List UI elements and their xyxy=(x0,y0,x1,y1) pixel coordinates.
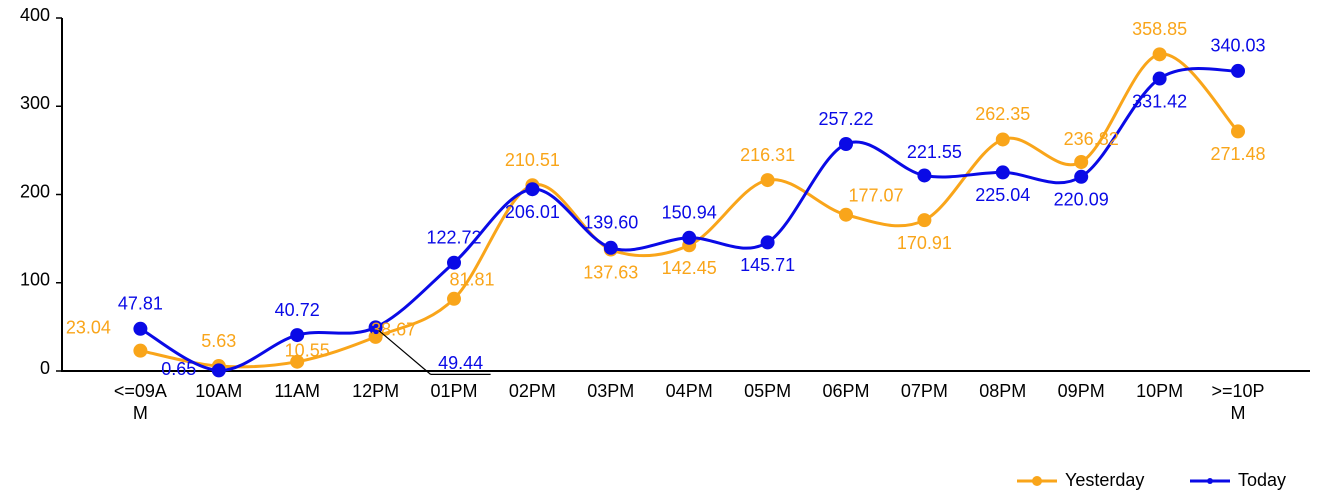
data-label: 38.67 xyxy=(371,320,416,340)
data-label: 331.42 xyxy=(1132,91,1187,111)
data-label: 23.04 xyxy=(66,317,111,337)
x-tick-label-box: 08PM xyxy=(979,381,1027,401)
x-tick-label: 09PM xyxy=(1057,381,1105,401)
data-label: 142.45 xyxy=(662,258,717,278)
data-label: 40.72 xyxy=(275,300,320,320)
x-tick-label-box: 12PM xyxy=(352,381,400,401)
x-tick-label-box: >=10PM xyxy=(1211,381,1265,423)
point xyxy=(447,255,461,270)
x-tick-label-box: 07PM xyxy=(900,381,948,401)
x-tick-label-box: <=09AM xyxy=(113,381,167,423)
point xyxy=(995,165,1010,180)
data-label: 358.85 xyxy=(1132,19,1187,39)
x-tick-label-box: 11AM xyxy=(274,381,321,401)
x-tick-label: 05PM xyxy=(744,381,792,401)
data-label: 81.81 xyxy=(449,270,494,290)
data-label: 137.63 xyxy=(583,262,638,282)
data-label: 220.09 xyxy=(1054,190,1109,210)
data-label: 170.91 xyxy=(897,233,952,253)
y-tick-label: 100 xyxy=(20,270,50,290)
point xyxy=(760,173,775,188)
point xyxy=(1152,47,1167,62)
data-label: 49.44 xyxy=(438,353,483,373)
legend-label: Yesterday xyxy=(1065,470,1144,490)
data-label: 122.72 xyxy=(426,227,481,247)
x-tick-label: 07PM xyxy=(900,381,948,401)
point xyxy=(1074,155,1089,170)
data-label: 257.22 xyxy=(818,109,873,129)
legend-marker xyxy=(1032,476,1042,486)
point xyxy=(290,328,305,343)
x-tick-label-box: 01PM xyxy=(430,381,478,401)
x-tick-label: 10PM xyxy=(1136,381,1184,401)
leader-line xyxy=(378,329,431,375)
x-tick-label: 10AM xyxy=(195,381,243,401)
x-tick-label: 06PM xyxy=(822,381,870,401)
data-label: 0.65 xyxy=(161,359,196,379)
legend-label: Today xyxy=(1238,470,1286,490)
x-tick-label-box: 06PM xyxy=(822,381,870,401)
y-tick-label: 0 xyxy=(40,358,50,378)
x-tick-label-box: 03PM xyxy=(587,381,635,401)
x-tick-label: 02PM xyxy=(508,381,556,401)
point xyxy=(133,343,148,358)
x-tick-label: 12PM xyxy=(352,381,400,401)
data-label: 216.31 xyxy=(740,145,795,165)
data-label: 145.71 xyxy=(740,255,795,275)
data-label: 271.48 xyxy=(1210,144,1265,164)
data-label: 139.60 xyxy=(583,213,638,233)
point xyxy=(525,182,540,197)
point xyxy=(682,230,697,245)
data-label: 210.51 xyxy=(505,150,560,170)
point xyxy=(133,321,148,336)
point xyxy=(839,137,853,152)
y-tick-label: 200 xyxy=(20,181,50,201)
point xyxy=(760,235,775,250)
x-tick-label: >=10PM xyxy=(1211,381,1265,423)
data-label: 236.82 xyxy=(1064,129,1119,149)
x-tick-label: 01PM xyxy=(430,381,478,401)
x-tick-label: 03PM xyxy=(587,381,635,401)
data-label: 10.55 xyxy=(285,340,330,360)
data-label: 225.04 xyxy=(975,185,1030,205)
legend-marker xyxy=(1207,478,1213,484)
x-tick-label-box: 02PM xyxy=(508,381,556,401)
data-label: 5.63 xyxy=(201,331,236,351)
point xyxy=(1231,124,1245,139)
data-label: 150.94 xyxy=(662,203,717,223)
data-label: 47.81 xyxy=(118,294,163,314)
point xyxy=(995,132,1010,147)
point xyxy=(603,240,618,255)
x-tick-label: 11AM xyxy=(274,381,321,401)
point xyxy=(290,354,305,369)
x-tick-label: <=09AM xyxy=(113,381,167,423)
data-label: 177.07 xyxy=(848,185,903,205)
data-label: 221.55 xyxy=(907,142,962,162)
x-tick-label: 08PM xyxy=(979,381,1027,401)
x-tick-label-box: 10PM xyxy=(1136,381,1184,401)
data-label: 340.03 xyxy=(1210,36,1265,56)
y-tick-label: 300 xyxy=(20,93,50,113)
data-label: 206.01 xyxy=(505,202,560,222)
point xyxy=(447,291,461,306)
point xyxy=(1152,71,1167,86)
point xyxy=(917,168,932,183)
point xyxy=(1231,63,1245,78)
x-tick-label-box: 04PM xyxy=(665,381,713,401)
x-tick-label-box: 10AM xyxy=(195,381,243,401)
y-tick-label: 400 xyxy=(20,5,50,25)
point xyxy=(839,207,853,222)
x-tick-label-box: 05PM xyxy=(744,381,792,401)
data-label: 262.35 xyxy=(975,104,1030,124)
x-tick-label: 04PM xyxy=(665,381,713,401)
x-tick-label-box: 09PM xyxy=(1057,381,1105,401)
point xyxy=(211,363,226,378)
point xyxy=(917,213,932,228)
point xyxy=(1074,169,1089,184)
